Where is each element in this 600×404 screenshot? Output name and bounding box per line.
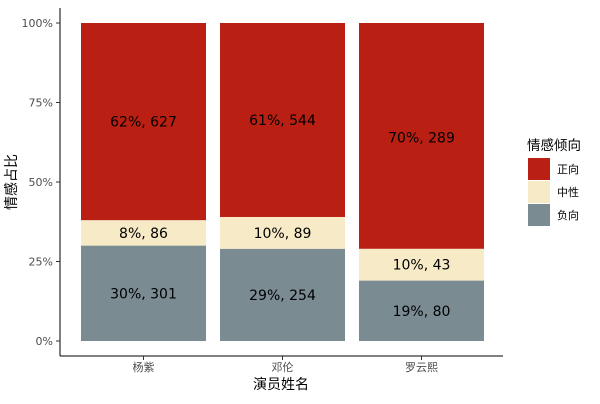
legend-swatch-positive xyxy=(528,158,550,180)
legend-label-positive: 正向 xyxy=(557,162,579,176)
x-axis-title: 演员姓名 xyxy=(253,377,309,393)
legend-swatch-neutral xyxy=(528,181,550,203)
bar-label-positive-2: 61%, 544 xyxy=(249,113,316,129)
bar-label-neutral-3: 10%, 43 xyxy=(393,258,451,274)
legend-label-neutral: 中性 xyxy=(557,185,579,199)
y-tick-label: 0% xyxy=(36,335,53,348)
y-tick-label: 75% xyxy=(29,97,53,110)
bar-label-negative-3: 19%, 80 xyxy=(393,304,451,320)
bar-label-positive-1: 62%, 627 xyxy=(110,115,177,131)
legend-swatch-negative xyxy=(528,204,550,226)
legend-title: 情感倾向 xyxy=(527,137,581,154)
y-tick-label: 100% xyxy=(22,17,53,30)
x-tick-label: 杨紫 xyxy=(133,360,155,374)
y-axis-title: 情感占比 xyxy=(3,154,20,210)
y-tick-label: 50% xyxy=(29,176,53,189)
x-tick-label: 邓伦 xyxy=(272,360,294,374)
legend-label-negative: 负向 xyxy=(557,208,579,222)
bar-label-neutral-1: 8%, 86 xyxy=(119,226,168,242)
y-tick-label: 25% xyxy=(29,256,53,269)
bar-label-negative-2: 29%, 254 xyxy=(249,288,316,304)
bar-label-negative-1: 30%, 301 xyxy=(110,286,177,302)
x-tick-label: 罗云熙 xyxy=(405,361,438,374)
x-ticks-layer: 杨紫 邓伦 罗云熙 xyxy=(133,356,439,374)
y-ticks-layer: 0% 25% 50% 75% 100% xyxy=(22,17,60,348)
bar-label-positive-3: 70%, 289 xyxy=(388,130,455,146)
bar-label-neutral-2: 10%, 89 xyxy=(254,226,312,242)
